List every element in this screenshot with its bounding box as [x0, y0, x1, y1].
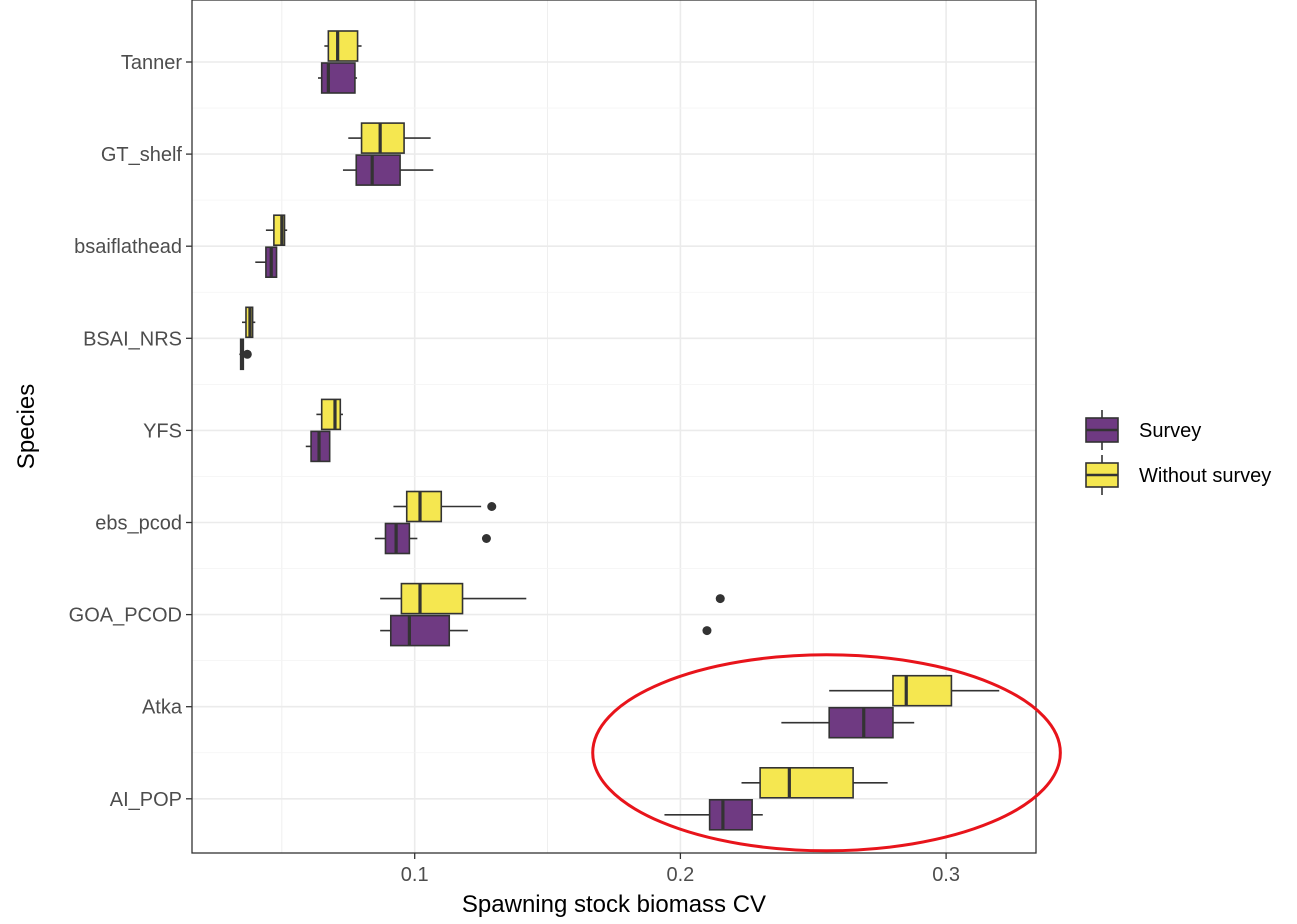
- box-group: [239, 338, 252, 371]
- y-tick-label: Atka: [142, 697, 183, 719]
- y-tick-label: BSAI_NRS: [83, 328, 182, 350]
- outlier-point: [487, 502, 497, 511]
- y-tick-label: ebs_pcod: [95, 513, 182, 535]
- box: [759, 766, 854, 799]
- box: [405, 490, 443, 523]
- box-group: [317, 62, 358, 94]
- box-group: [393, 490, 497, 523]
- y-axis-title: Species: [13, 384, 40, 469]
- x-tick-label: 0.1: [401, 864, 429, 886]
- x-axis-ticks: 0.1 0.2 0.3: [401, 853, 960, 886]
- legend: Survey Without survey: [1085, 410, 1271, 495]
- box-group: [342, 154, 434, 186]
- box: [320, 62, 356, 94]
- legend-entry: Without survey: [1085, 455, 1271, 495]
- outlier-point: [242, 349, 252, 359]
- box-group: [324, 30, 362, 62]
- grid-lines: [192, 0, 1036, 853]
- box-group: [829, 674, 1000, 707]
- box: [355, 154, 401, 186]
- box-group: [741, 766, 888, 799]
- highlight-ellipse: [591, 653, 1062, 853]
- box-layer: [239, 30, 1000, 831]
- plot-panel-border: [191, 0, 1037, 854]
- outlier-point: [715, 594, 725, 604]
- box-group: [374, 522, 491, 555]
- x-tick-label: 0.3: [932, 864, 960, 886]
- box-group: [664, 798, 763, 831]
- box: [327, 30, 359, 62]
- box-group: [265, 214, 288, 246]
- legend-label: Without survey: [1139, 465, 1271, 487]
- box: [708, 798, 753, 831]
- y-tick-label: GT_shelf: [101, 144, 183, 166]
- box: [828, 706, 894, 739]
- y-axis-ticks: Tanner GT_shelf bsaiflathead BSAI_NRS YFS ebs…: [69, 52, 192, 811]
- box-group: [305, 430, 331, 463]
- box: [400, 582, 464, 615]
- legend-label: Survey: [1139, 420, 1201, 442]
- y-tick-label: bsaiflathead: [74, 236, 182, 258]
- y-tick-label: AI_POP: [110, 789, 182, 811]
- box-group: [255, 246, 278, 278]
- box-group: [380, 582, 725, 615]
- box-group: [348, 122, 431, 154]
- box: [892, 674, 953, 707]
- y-tick-label: GOA_PCOD: [69, 605, 182, 627]
- box: [389, 614, 451, 647]
- box-group: [241, 306, 256, 339]
- box-group: [781, 706, 915, 739]
- y-tick-label: Tanner: [121, 52, 182, 74]
- x-axis-title: Spawning stock biomass CV: [462, 891, 766, 918]
- y-tick-label: YFS: [143, 420, 182, 442]
- box-group: [316, 398, 343, 431]
- box-group: [380, 614, 712, 647]
- x-tick-label: 0.2: [666, 864, 694, 886]
- box: [320, 398, 342, 431]
- box: [273, 214, 286, 246]
- outlier-point: [702, 626, 712, 636]
- box: [360, 122, 405, 154]
- legend-entry: Survey: [1085, 410, 1201, 450]
- outlier-point: [481, 534, 491, 543]
